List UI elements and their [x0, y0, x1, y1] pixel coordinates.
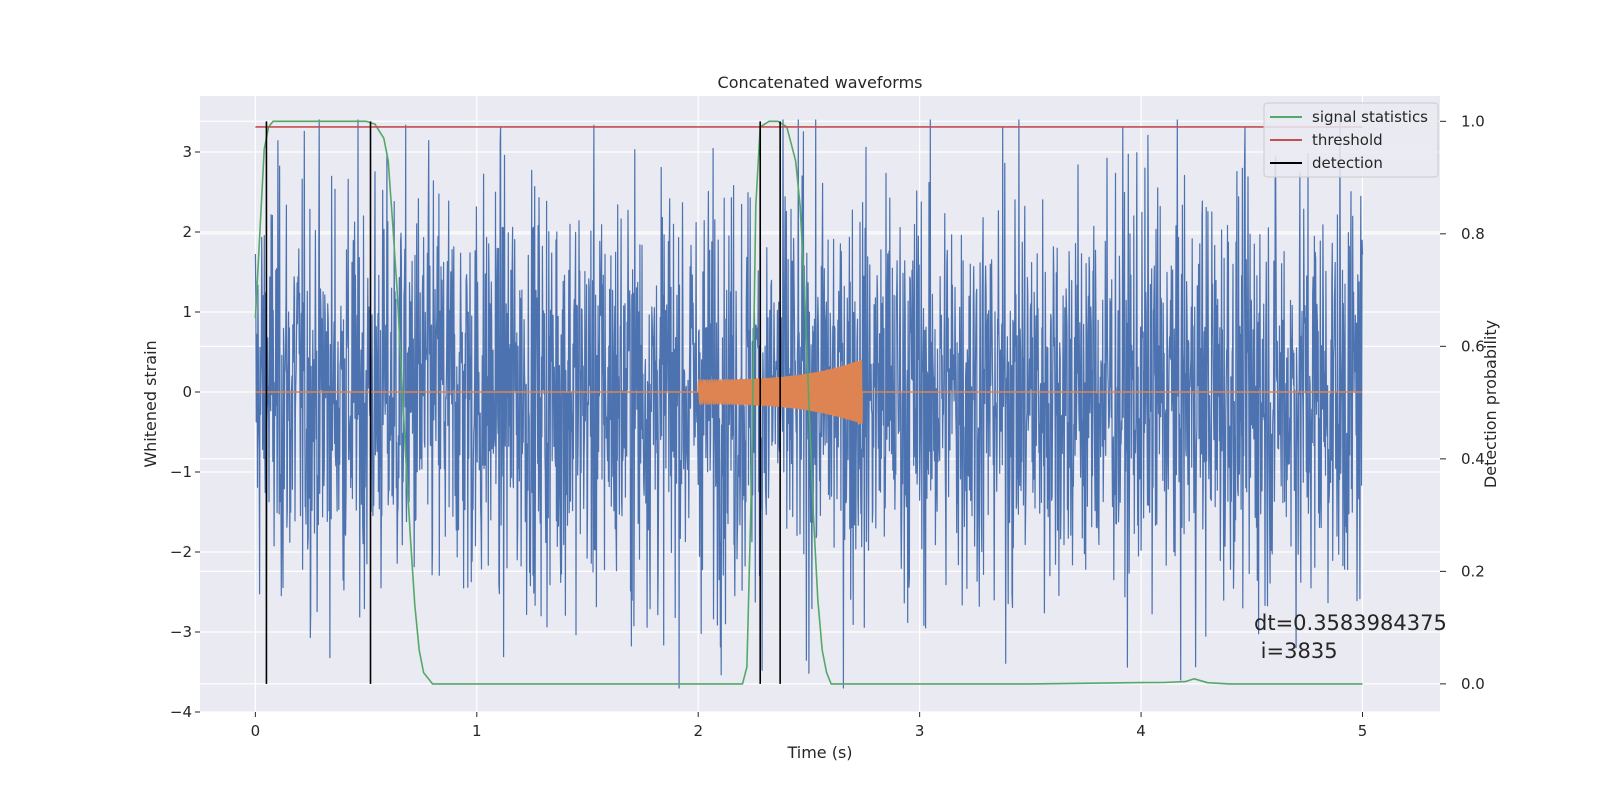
x-tick-label-1: 1 [472, 722, 482, 740]
plot-content [254, 119, 1364, 689]
y2-tick-label-0: 0.0 [1461, 675, 1485, 693]
y-tick-label-6: 2 [182, 223, 192, 241]
y2-tick-label-5: 1.0 [1461, 112, 1485, 130]
series-line-signal-statistics [254, 120, 1363, 685]
y2-axis-label: Detection probability [1481, 320, 1500, 488]
x-tick-label-5: 5 [1358, 722, 1368, 740]
annotation-dt: dt=0.3583984375 [1254, 611, 1447, 635]
y-tick-label-0: −4 [170, 703, 192, 721]
x-tick-label-4: 4 [1136, 722, 1146, 740]
y-tick-label-7: 3 [182, 143, 192, 161]
x-tick-label-2: 2 [693, 722, 703, 740]
x-tick-label-0: 0 [251, 722, 261, 740]
y-tick-label-2: −2 [170, 543, 192, 561]
y2-tick-label-3: 0.6 [1461, 337, 1485, 355]
annotation: dt=0.3583984375 i=3835 [1254, 611, 1447, 663]
y2-tick-label-1: 0.2 [1461, 562, 1485, 580]
chart-title: Concatenated waveforms [718, 73, 923, 92]
axes: 0 1 2 3 4 5 −4 −3 −2 −1 0 1 2 3 0.0 0.2 0.4 0.6 0.8 1.0 [170, 112, 1485, 740]
legend-label-1: threshold [1312, 131, 1383, 149]
y2-tick-label-4: 0.8 [1461, 225, 1485, 243]
legend-label-0: signal statistics [1312, 108, 1428, 126]
y-tick-label-1: −3 [170, 623, 192, 641]
legend-box [1263, 102, 1439, 178]
legend-label-2: detection [1312, 154, 1383, 172]
y-tick-label-5: 1 [182, 303, 192, 321]
y2-tick-label-2: 0.4 [1461, 450, 1485, 468]
annotation-i: i=3835 [1254, 639, 1338, 663]
y-tick-label-3: −1 [170, 463, 192, 481]
series-line-0 [254, 119, 1364, 689]
x-tick-label-3: 3 [915, 722, 925, 740]
y-axis-label: Whitened strain [141, 340, 160, 467]
legend: signal statistics threshold detection [1263, 102, 1439, 178]
x-axis-label: Time (s) [786, 743, 852, 762]
y-tick-label-4: 0 [182, 383, 192, 401]
